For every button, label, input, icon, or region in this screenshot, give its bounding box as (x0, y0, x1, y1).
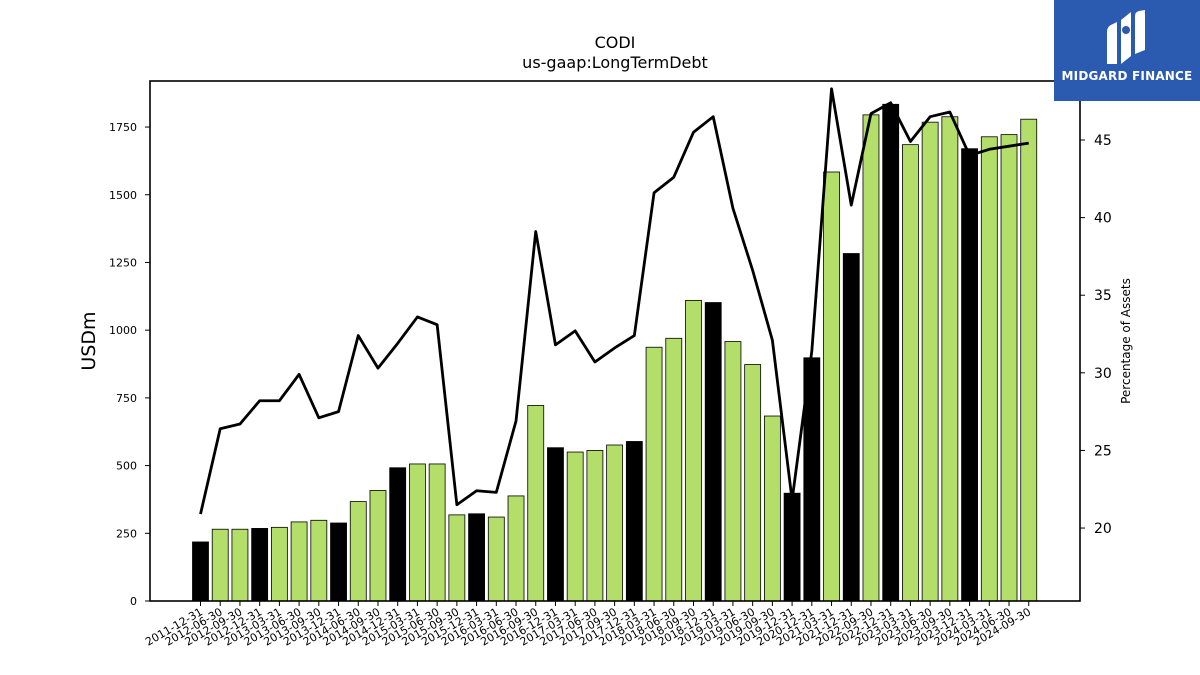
bar-2018-03-31 (645, 346, 663, 602)
bar-2015-03-31 (409, 463, 426, 602)
bar-2012-06-30 (211, 528, 229, 602)
bar-2013-03-31 (270, 526, 288, 602)
bar-2017-12-31 (625, 441, 643, 602)
bar-2019-06-30 (744, 364, 762, 602)
y2-tick-label: 35 (1094, 288, 1112, 304)
bar-2015-09-30 (448, 514, 466, 602)
bar-2016-03-31 (487, 516, 505, 602)
bar-series (192, 103, 1038, 602)
bar-2024-06-30 (1000, 134, 1018, 602)
bar-2016-09-30 (527, 405, 545, 602)
brand-logo: MIDGARD FINANCE (1054, 0, 1200, 101)
y-tick-label: 750 (116, 392, 137, 405)
bar-2023-12-31 (961, 148, 978, 602)
y2-tick-label: 40 (1094, 211, 1112, 227)
bar-2019-03-31 (724, 341, 742, 602)
bar-2014-12-31 (389, 467, 407, 602)
bar-2017-06-30 (586, 450, 604, 602)
y2-tick-label: 25 (1094, 443, 1112, 459)
y-tick-label: 1250 (109, 256, 137, 269)
y-tick-label: 250 (116, 527, 137, 540)
bar-2018-12-31 (704, 302, 722, 602)
bar-2013-12-31 (330, 522, 347, 602)
bar-2011-12-31 (192, 541, 209, 602)
y-tick-label: 500 (116, 460, 137, 473)
pct-assets-line (199, 87, 1029, 515)
bar-2023-09-30 (941, 116, 959, 602)
bar-2022-09-30 (862, 114, 880, 602)
bar-2014-06-30 (349, 501, 367, 602)
bar-2017-09-30 (606, 444, 624, 602)
y-tick-label: 1750 (109, 121, 137, 134)
bar-2015-06-30 (428, 463, 446, 602)
bar-2021-03-31 (823, 171, 840, 602)
bar-2014-09-30 (369, 490, 387, 602)
bar-2023-03-31 (902, 144, 919, 602)
chart-title: CODI (595, 33, 636, 52)
bar-2015-12-31 (468, 513, 485, 602)
bar-2012-09-30 (231, 528, 249, 602)
line-series (199, 87, 1029, 515)
y2-tick-label: 20 (1094, 521, 1112, 537)
bar-2022-12-31 (882, 103, 900, 602)
bar-2017-03-31 (566, 451, 584, 602)
bar-2024-09-30 (1020, 118, 1038, 602)
bar-2021-12-31 (842, 253, 860, 602)
y-tick-label: 1500 (109, 189, 137, 202)
y-tick-label: 1000 (109, 324, 137, 337)
bar-2016-06-30 (507, 495, 525, 602)
y-tick-label: 0 (130, 595, 137, 608)
y2-axis-label: Percentage of Assets (1119, 278, 1133, 404)
axes: 0250500750100012501500175020253035404520… (109, 80, 1112, 649)
y-axis-label: USDm (78, 311, 100, 370)
bar-2018-09-30 (685, 299, 702, 602)
y2-tick-label: 30 (1094, 366, 1112, 382)
bar-2012-12-31 (251, 528, 269, 602)
brand-name: MIDGARD FINANCE (1061, 69, 1193, 83)
bar-2024-03-31 (980, 136, 998, 602)
midgard-m-logo-icon (1107, 10, 1145, 64)
bar-2019-09-30 (763, 415, 781, 602)
bar-2013-06-30 (290, 521, 308, 602)
bar-2013-09-30 (310, 519, 328, 602)
bar-2018-06-30 (665, 337, 683, 602)
chart-subtitle: us-gaap:LongTermDebt (522, 53, 708, 72)
bar-2023-06-30 (921, 121, 939, 602)
bar-2016-12-31 (547, 447, 564, 602)
y2-tick-label: 45 (1094, 133, 1112, 149)
bar-2019-12-31 (783, 492, 801, 602)
